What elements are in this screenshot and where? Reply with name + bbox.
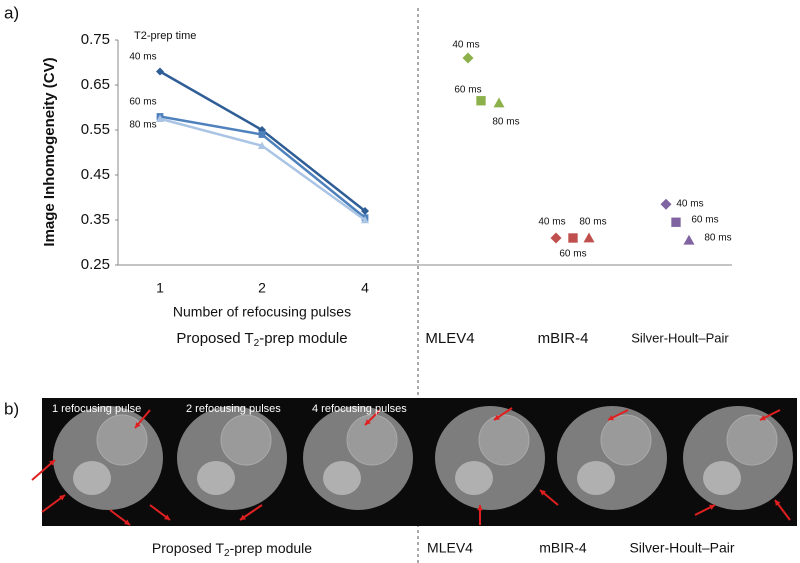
phantom-insert xyxy=(73,461,111,495)
marker xyxy=(568,233,578,243)
phantom-insert xyxy=(346,414,398,466)
phantom-insert xyxy=(323,461,361,495)
series-line xyxy=(159,70,366,212)
marker xyxy=(493,97,505,108)
marker xyxy=(258,141,266,149)
arrow-head xyxy=(124,519,130,525)
point-label: 40 ms xyxy=(538,217,565,228)
group-label: Proposed T2-prep module xyxy=(152,540,312,559)
y-tick-label: 0.45 xyxy=(81,166,110,183)
category-label: MLEV4 xyxy=(425,330,474,347)
image-label: 1 refocusing pulse xyxy=(52,403,141,415)
marker xyxy=(476,96,486,106)
phantom-insert xyxy=(478,414,530,466)
legend-label: 40 ms xyxy=(129,52,156,63)
marker xyxy=(550,232,562,244)
arrow-head xyxy=(608,415,614,421)
arrow-head xyxy=(49,460,55,466)
legend-label: 80 ms xyxy=(129,120,156,131)
y-tick-label: 0.25 xyxy=(81,256,110,273)
phantom-insert xyxy=(577,461,615,495)
marker xyxy=(671,217,681,227)
point-label: 80 ms xyxy=(492,117,519,128)
arrow-head xyxy=(709,504,715,510)
arrow-head xyxy=(135,422,141,428)
y-axis-label: Image Inhomogeneity (CV) xyxy=(41,57,58,246)
marker xyxy=(660,198,672,210)
group-label: MLEV4 xyxy=(427,540,473,556)
arrow-head xyxy=(477,505,483,511)
phantom-insert xyxy=(703,461,741,495)
marker xyxy=(361,216,369,224)
point-label: 40 ms xyxy=(676,199,703,210)
marker xyxy=(683,234,695,245)
marker xyxy=(156,114,164,122)
legend-title: T2-prep time xyxy=(134,30,196,42)
y-tick-label: 0.35 xyxy=(81,211,110,228)
arrow-head xyxy=(240,514,246,520)
category-label: mBIR-4 xyxy=(538,330,589,347)
point-label: 80 ms xyxy=(704,233,731,244)
category-label: Silver-Hoult–Pair xyxy=(631,330,729,345)
point-label: 60 ms xyxy=(454,85,481,96)
y-tick-label: 0.65 xyxy=(81,76,110,93)
x-axis-label: Number of refocusing pulses xyxy=(173,304,351,320)
legend-label: 60 ms xyxy=(129,97,156,108)
group-label: Silver-Hoult–Pair xyxy=(629,540,734,556)
point-label: 80 ms xyxy=(579,217,606,228)
arrow-head xyxy=(540,490,546,496)
phantom-insert xyxy=(726,414,778,466)
point-label: 60 ms xyxy=(559,249,586,260)
phantom-insert xyxy=(197,461,235,495)
x-tick-label: 4 xyxy=(361,280,369,296)
marker xyxy=(583,232,595,243)
x-tick-label: 1 xyxy=(156,280,164,296)
panel-label: a) xyxy=(4,3,19,22)
arrow-head xyxy=(59,495,65,501)
panel-label: b) xyxy=(4,399,19,418)
image-label: 2 refocusing pulses xyxy=(186,403,281,415)
arrow-head xyxy=(775,500,781,506)
point-label: 60 ms xyxy=(691,215,718,226)
point-label: 40 ms xyxy=(452,40,479,51)
marker xyxy=(462,52,474,64)
arrow-head xyxy=(365,419,371,425)
image-strip xyxy=(42,398,797,526)
arrow-head xyxy=(494,414,500,420)
arrow-head xyxy=(164,514,170,520)
phantom-insert xyxy=(600,414,652,466)
arrow-head xyxy=(760,415,766,421)
y-tick-label: 0.55 xyxy=(81,121,110,138)
phantom-insert xyxy=(455,461,493,495)
y-tick-label: 0.75 xyxy=(81,31,110,48)
phantom-insert xyxy=(220,414,272,466)
marker xyxy=(156,67,164,76)
group-label: Proposed T2-prep module xyxy=(176,330,347,349)
image-label: 4 refocusing pulses xyxy=(312,403,407,415)
group-label: mBIR-4 xyxy=(539,540,587,556)
x-tick-label: 2 xyxy=(258,280,266,296)
marker xyxy=(361,207,369,215)
marker xyxy=(258,131,266,138)
